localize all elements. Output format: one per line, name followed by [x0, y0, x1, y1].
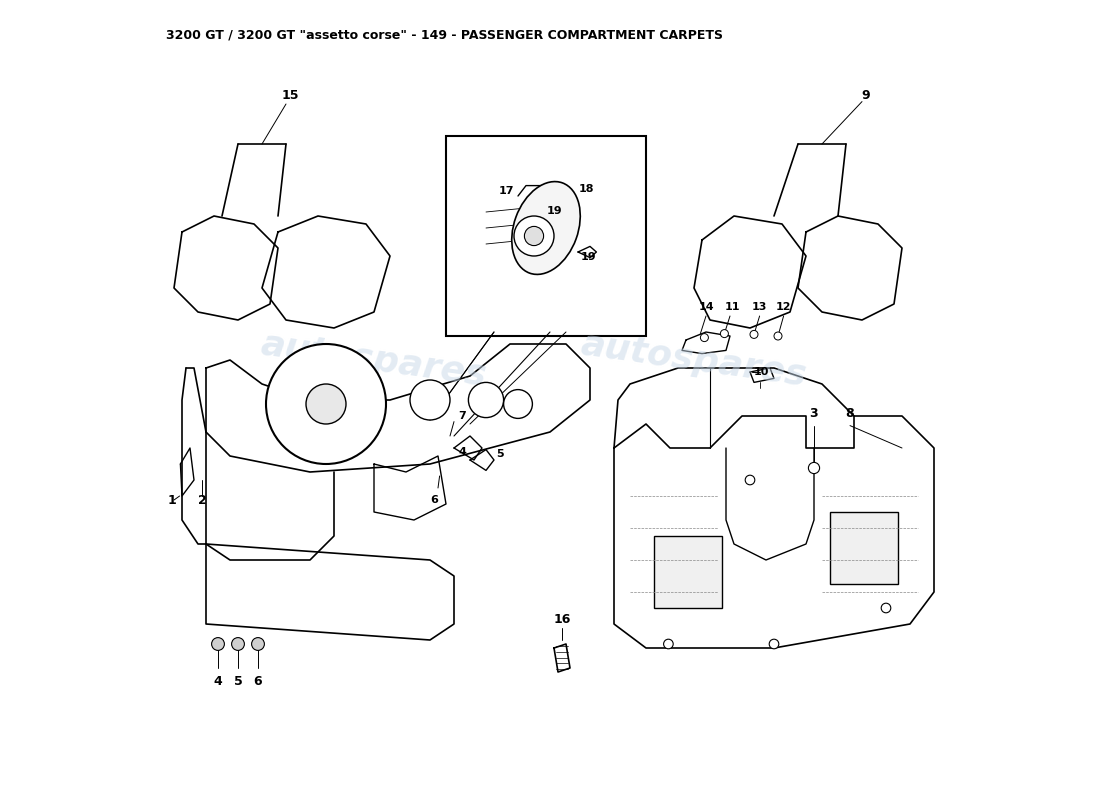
Circle shape: [750, 330, 758, 338]
Ellipse shape: [512, 182, 581, 274]
Circle shape: [769, 639, 779, 649]
Circle shape: [504, 390, 532, 418]
Text: 17: 17: [498, 186, 514, 196]
Circle shape: [266, 344, 386, 464]
Text: 9: 9: [861, 89, 870, 102]
FancyBboxPatch shape: [830, 512, 898, 584]
Text: 12: 12: [776, 302, 791, 312]
Text: 19: 19: [581, 251, 596, 262]
Circle shape: [525, 226, 543, 246]
Circle shape: [252, 638, 264, 650]
Circle shape: [745, 475, 755, 485]
Text: 18: 18: [579, 184, 594, 194]
Text: autospares: autospares: [258, 327, 490, 393]
Circle shape: [701, 334, 708, 342]
Text: 3200 GT / 3200 GT "assetto corse" - 149 - PASSENGER COMPARTMENT CARPETS: 3200 GT / 3200 GT "assetto corse" - 149 …: [166, 28, 723, 41]
Text: 2: 2: [198, 494, 207, 506]
Text: 5: 5: [496, 450, 504, 459]
Text: 6: 6: [430, 495, 438, 505]
Text: 1: 1: [168, 494, 177, 506]
Circle shape: [410, 380, 450, 420]
Circle shape: [469, 382, 504, 418]
Text: 19: 19: [547, 206, 562, 216]
Text: 14: 14: [698, 302, 714, 312]
Circle shape: [808, 462, 820, 474]
Text: 16: 16: [553, 613, 571, 626]
Circle shape: [232, 638, 244, 650]
Text: 11: 11: [725, 302, 740, 312]
Text: 4: 4: [458, 447, 466, 457]
Text: 13: 13: [752, 302, 768, 312]
Circle shape: [774, 332, 782, 340]
Text: 15: 15: [282, 89, 299, 102]
Text: 6: 6: [254, 675, 262, 688]
Text: 3: 3: [810, 407, 818, 420]
FancyBboxPatch shape: [446, 136, 646, 336]
Text: 4: 4: [213, 675, 222, 688]
Circle shape: [663, 639, 673, 649]
Text: 10: 10: [754, 367, 769, 377]
Text: 8: 8: [846, 407, 855, 420]
Circle shape: [211, 638, 224, 650]
Text: 5: 5: [233, 675, 242, 688]
Text: autospares: autospares: [579, 327, 810, 393]
Circle shape: [720, 330, 728, 338]
Circle shape: [514, 216, 554, 256]
Text: 7: 7: [458, 411, 466, 421]
FancyBboxPatch shape: [654, 536, 722, 608]
Circle shape: [306, 384, 346, 424]
Circle shape: [881, 603, 891, 613]
